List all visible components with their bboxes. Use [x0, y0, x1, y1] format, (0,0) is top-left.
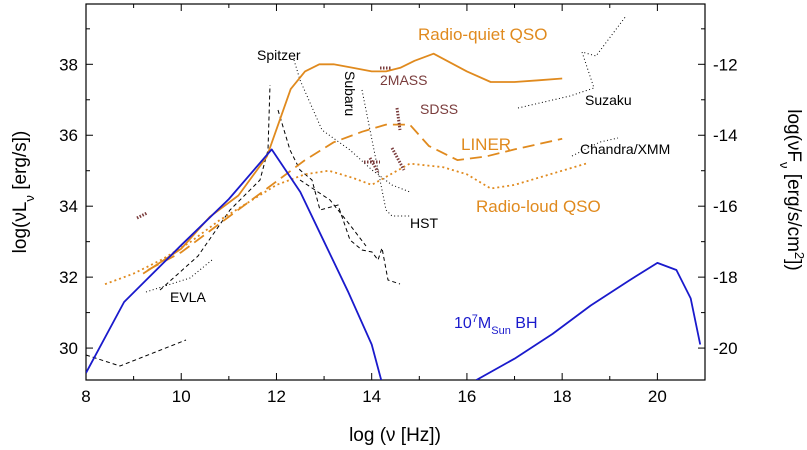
point-marker: [395, 107, 402, 131]
x-tick-label: 16: [457, 387, 476, 406]
spitzer-curve: [277, 109, 401, 285]
photometry-points: [136, 66, 406, 220]
label-suzaku: Suzaku: [585, 92, 632, 108]
y-tick-label-right: -12: [713, 55, 738, 74]
x-tick-label: 12: [267, 387, 286, 406]
y-tick-label-right: -20: [713, 339, 738, 358]
label-2mass: 2MASS: [380, 72, 427, 88]
y-tick-label-left: 32: [59, 268, 78, 287]
x-tick-label: 8: [81, 387, 90, 406]
label-radio-quiet-qso: Radio-quiet QSO: [418, 25, 547, 44]
evla-dotted: [145, 259, 213, 293]
y-axis-title-right: log(νFν [erg/s/cm2]): [778, 109, 807, 271]
label-evla: EVLA: [170, 289, 206, 305]
y-tick-label-right: -18: [713, 268, 738, 287]
plot-frame: [85, 3, 706, 381]
x-axis-title: log (ν [Hz]): [349, 425, 441, 446]
label-hst: HST: [410, 215, 438, 231]
y-axis-title-left: log(νLν [erg/s]): [10, 131, 37, 254]
spitzer-curve-2: [299, 179, 367, 247]
instrument-curves: [85, 15, 627, 367]
x-tick-label: 18: [553, 387, 572, 406]
x-tick-label: 10: [172, 387, 191, 406]
hst-curve: [361, 89, 410, 217]
y-tick-label-left: 30: [59, 339, 78, 358]
subaru-curve: [293, 59, 411, 193]
series-line-4: [475, 261, 702, 380]
label-radio-loud-qso: Radio-loud QSO: [476, 197, 601, 216]
label-sdss: SDSS: [420, 101, 458, 117]
x-tick-label: 20: [648, 387, 667, 406]
tick-layer: 8 10 12 14 16 18 20 30 32 34 36 38 -12 -14 -16 -18 -20: [59, 4, 738, 406]
y-tick-label-right: -14: [713, 126, 738, 145]
series-layer: [86, 52, 702, 380]
y-tick-label-left: 36: [59, 126, 78, 145]
x-tick-label: 14: [362, 387, 381, 406]
series-line-1: [147, 123, 563, 271]
series-line-2: [104, 162, 587, 286]
evla-lower-curve: [159, 84, 271, 291]
series-line-0: [142, 52, 563, 275]
evla-curve: [85, 339, 187, 367]
label-subaru: Subaru: [342, 71, 358, 116]
y-tick-label-right: -16: [713, 197, 738, 216]
label-liner: LINER: [461, 135, 511, 154]
series-line-3: [86, 148, 383, 380]
label-spitzer: Spitzer: [257, 47, 301, 63]
point-marker: [368, 157, 380, 173]
point-marker: [136, 211, 148, 220]
label-bh: 107MSun BH: [454, 313, 538, 337]
point-marker: [390, 147, 406, 171]
y-tick-label-left: 38: [59, 55, 78, 74]
y-tick-label-left: 34: [59, 197, 78, 216]
label-chandra-xmm: Chandra/XMM: [580, 141, 670, 157]
